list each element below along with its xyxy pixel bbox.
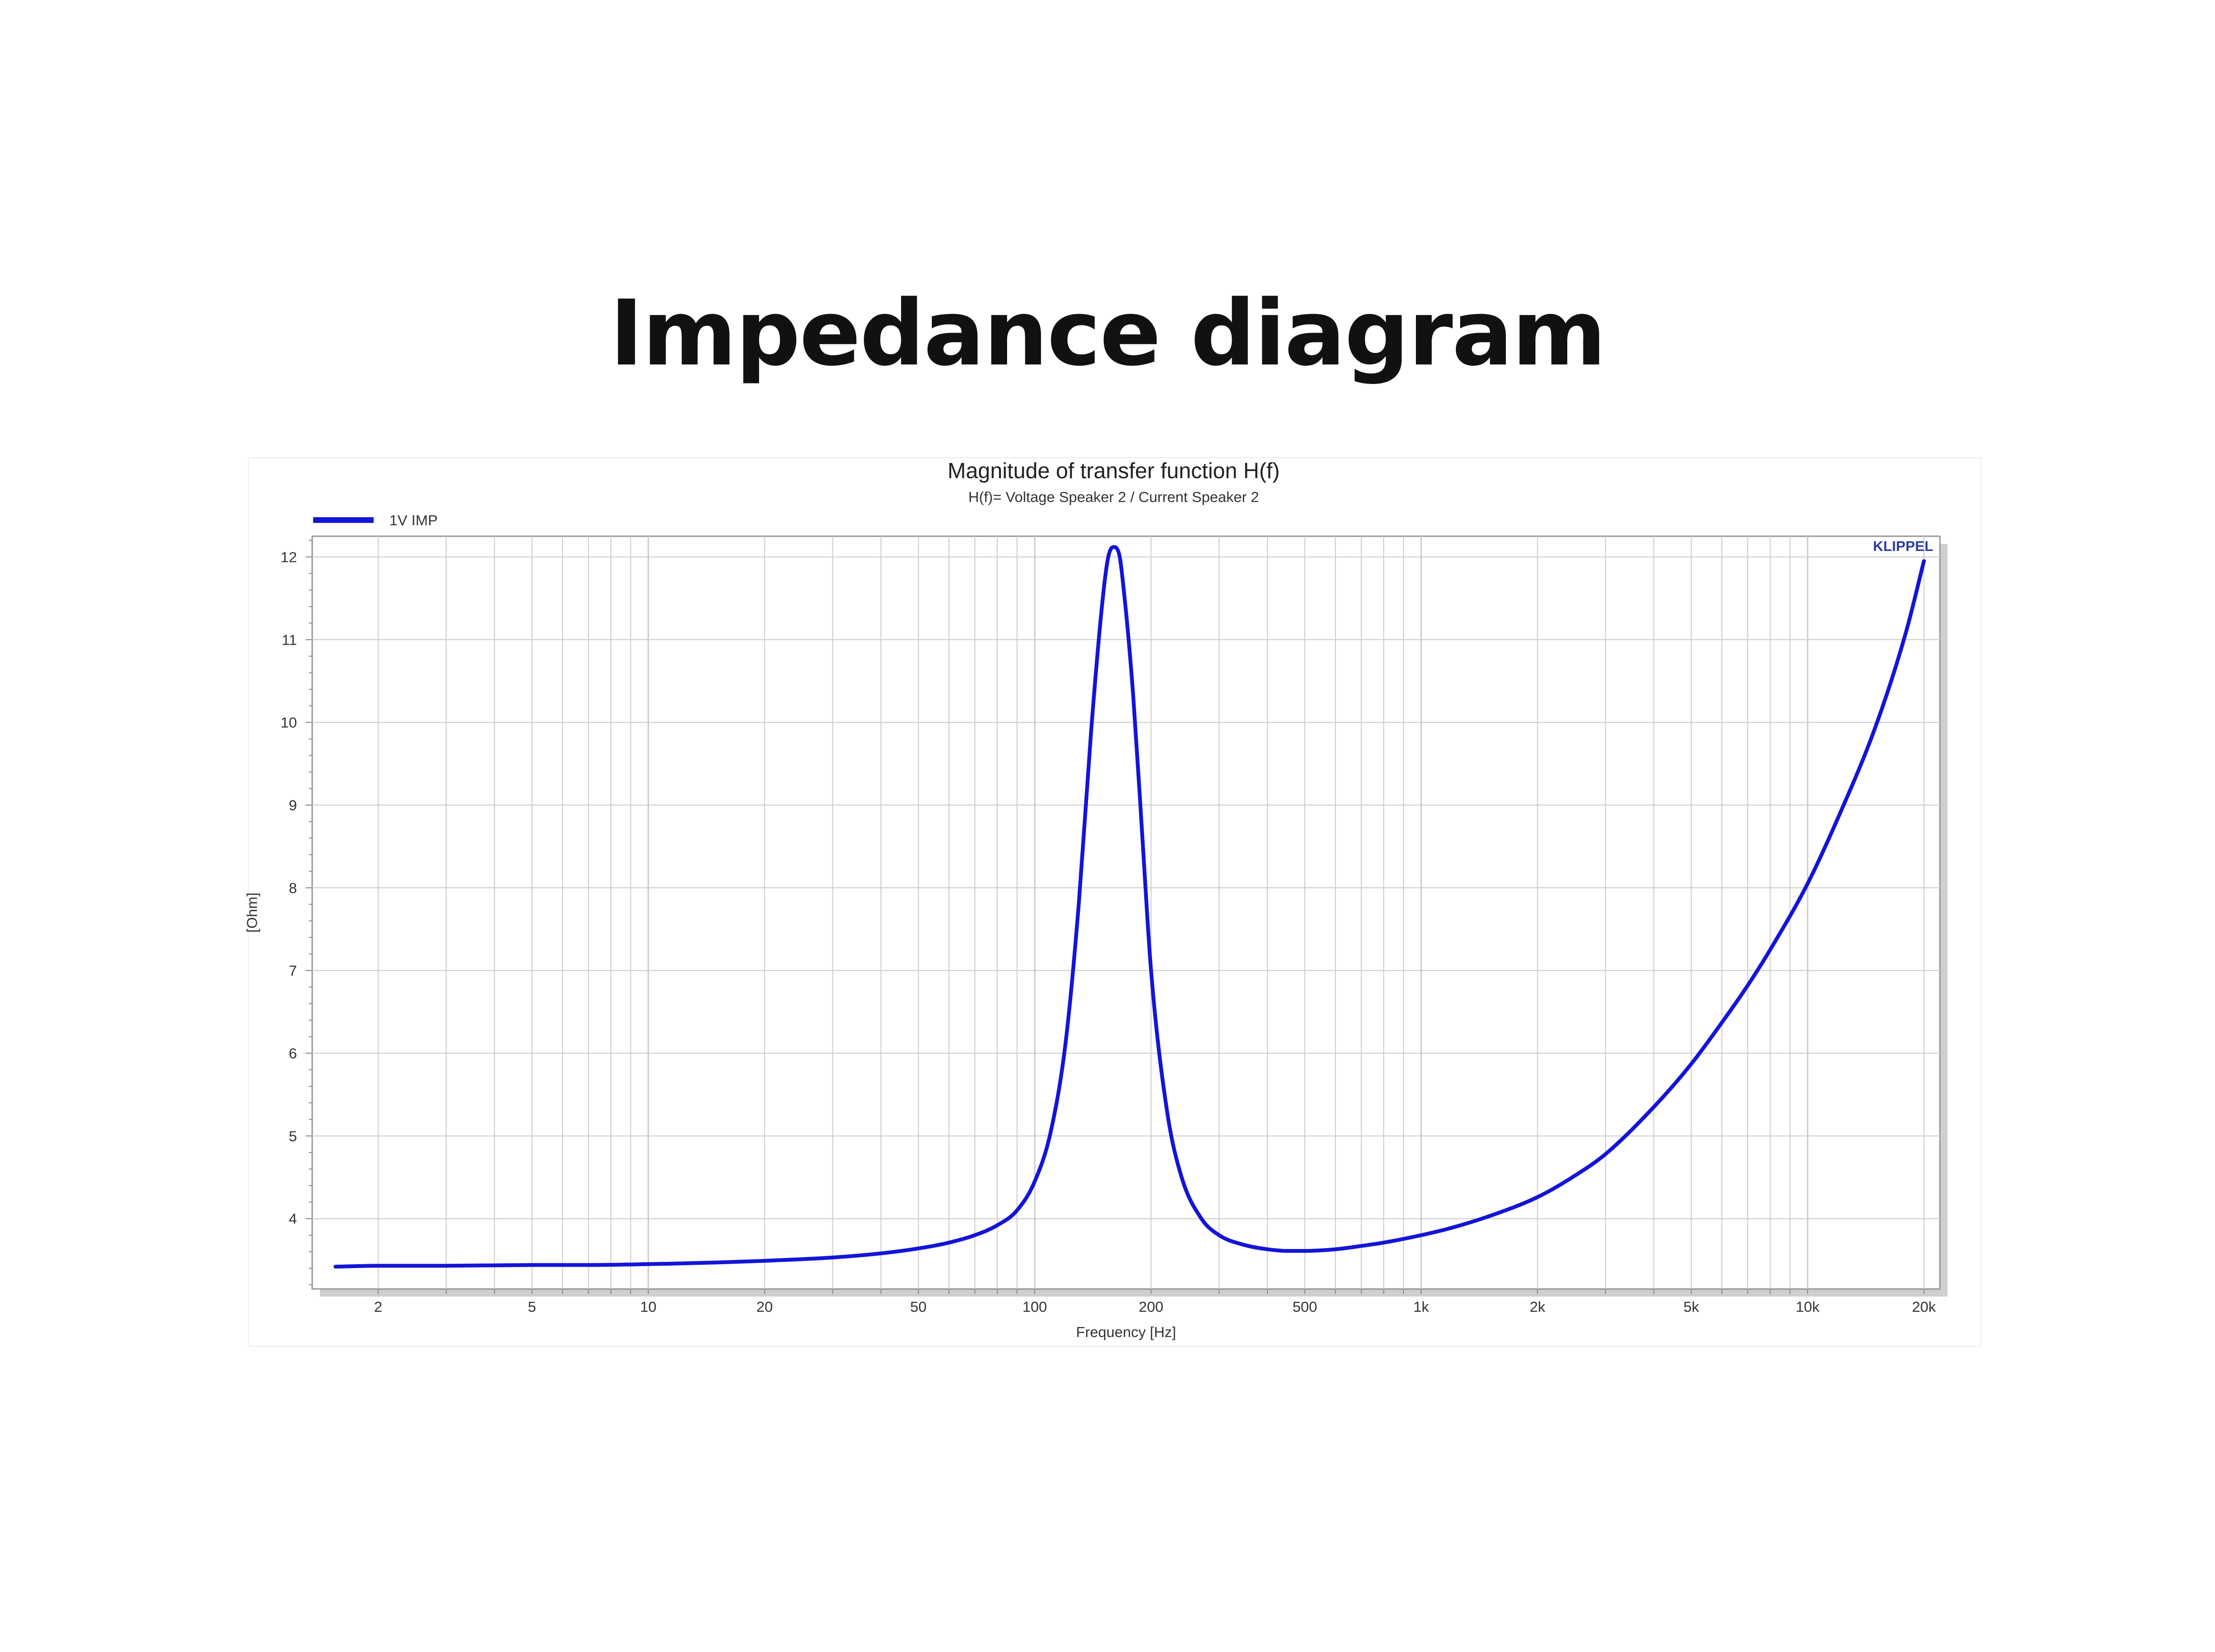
y-tick-label: 4 [289, 1210, 297, 1227]
impedance-curve [333, 545, 1926, 1269]
legend-label: 1V IMP [389, 512, 438, 529]
y-axis-label: [Ohm] [244, 893, 260, 933]
y-tick-label: 8 [289, 880, 297, 896]
x-tick-label: 50 [910, 1298, 926, 1315]
y-tick-label: 12 [281, 549, 297, 565]
y-tick-label: 6 [289, 1045, 297, 1062]
chart-subtitle: H(f)= Voltage Speaker 2 / Current Speake… [969, 489, 1259, 505]
x-tick-label: 200 [1139, 1298, 1164, 1315]
x-tick-label: 10 [640, 1298, 656, 1315]
y-tick-label: 7 [289, 963, 297, 979]
x-tick-label: 5 [528, 1298, 536, 1315]
x-tick-label: 2k [1530, 1298, 1545, 1315]
y-tick-label: 11 [282, 631, 297, 648]
x-tick-label: 20 [756, 1298, 772, 1315]
x-tick-label: 2 [374, 1298, 382, 1315]
page-heading: Impedance diagram [610, 281, 1606, 386]
x-ticks: 2 5 10 20 50 100 200 500 1k 2k 5k 10k 20k [374, 1289, 1936, 1315]
x-tick-label: 1k [1414, 1298, 1429, 1315]
y-ticks: 4 5 6 7 8 9 10 11 12 [281, 540, 312, 1286]
y-tick-label: 10 [281, 714, 297, 731]
x-tick-label: 10k [1796, 1298, 1819, 1315]
x-tick-label: 20k [1912, 1298, 1936, 1315]
plot-area [311, 535, 1941, 1290]
y-tick-label: 9 [289, 797, 297, 814]
grid [312, 536, 1940, 1289]
x-tick-label: 5k [1683, 1298, 1699, 1315]
y-tick-label: 5 [289, 1128, 297, 1144]
x-axis-label: Frequency [Hz] [1076, 1324, 1176, 1340]
x-tick-label: 100 [1022, 1298, 1047, 1315]
klippel-brand: KLIPPEL [1873, 539, 1933, 554]
x-tick-label: 500 [1293, 1298, 1317, 1315]
chart-title: Magnitude of transfer function H(f) [948, 458, 1280, 483]
